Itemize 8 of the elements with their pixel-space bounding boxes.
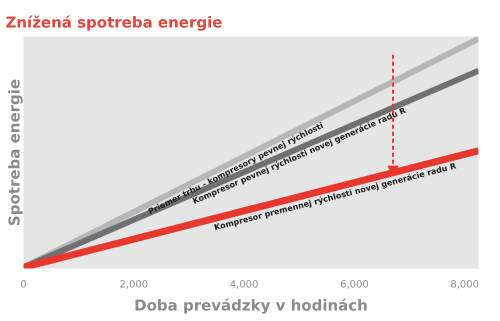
x-axis-title: Doba prevádzky v hodinách — [134, 296, 368, 314]
x-tick-label: 2,000 — [119, 280, 148, 290]
y-axis-title: Spotreba energie — [6, 78, 24, 226]
x-tick-label: 4,000 — [230, 280, 258, 290]
chart-title: Znížená spotreba energie — [6, 14, 222, 32]
x-tick-label: 6,000 — [340, 280, 369, 290]
x-tick-label: 0 — [20, 280, 27, 290]
x-tick-label: 8,000 — [450, 280, 480, 290]
